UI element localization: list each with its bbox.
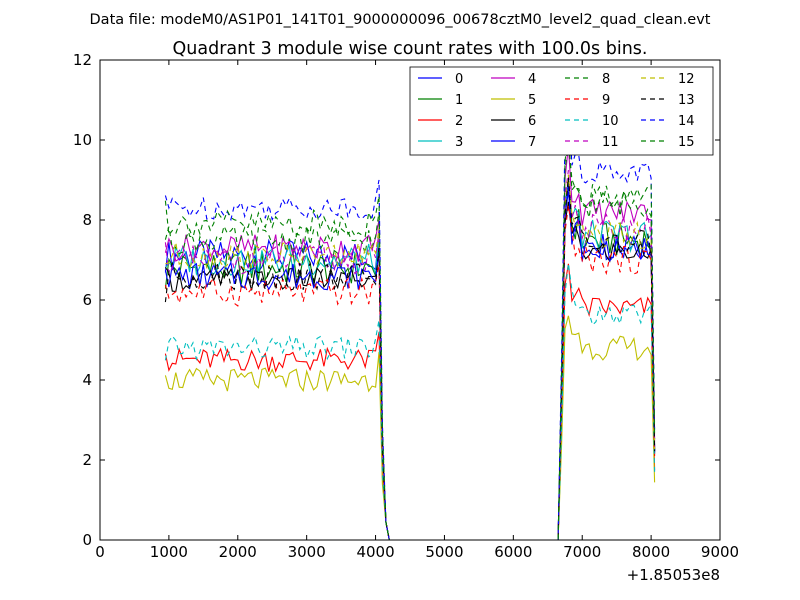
series-line-7	[164, 183, 656, 541]
x-axis: 0 1000 2000 3000 4000 5000 6000 7000 8000 9000	[95, 60, 739, 561]
legend-label-14: 14	[678, 114, 695, 129]
x-tick-label: 1000	[150, 543, 188, 561]
legend-label-7: 7	[528, 135, 536, 150]
series-line-15	[164, 130, 656, 541]
legend-label-6: 6	[528, 114, 536, 129]
legend-label-13: 13	[678, 93, 695, 108]
series-line-4	[164, 145, 656, 541]
x-tick-label: 3000	[288, 543, 326, 561]
figure-suptitle: Data file: modeM0/AS1P01_141T01_90000000…	[90, 12, 711, 28]
x-tick-label: 6000	[494, 543, 532, 561]
x-tick-label: 2000	[219, 543, 257, 561]
legend-label-9: 9	[602, 93, 610, 108]
legend-label-10: 10	[602, 114, 619, 129]
x-tick-label: 9000	[701, 543, 739, 561]
y-tick-label: 0	[82, 531, 92, 549]
legend-label-5: 5	[528, 93, 536, 108]
legend-label-3: 3	[455, 135, 463, 150]
series-line-9	[164, 205, 656, 541]
chart-title: Quadrant 3 module wise count rates with …	[173, 39, 648, 59]
y-tick-label: 4	[82, 371, 92, 389]
legend-label-11: 11	[602, 135, 619, 150]
x-tick-label: 8000	[632, 543, 670, 561]
legend-label-0: 0	[455, 72, 463, 87]
series-line-12	[165, 174, 656, 541]
series-line-10	[164, 263, 656, 541]
y-tick-label: 8	[82, 211, 92, 229]
legend-label-12: 12	[678, 72, 695, 87]
legend-label-15: 15	[678, 135, 695, 150]
y-tick-label: 2	[82, 451, 92, 469]
legend-label-1: 1	[455, 93, 463, 108]
legend-label-2: 2	[455, 114, 463, 129]
x-tick-label: 7000	[563, 543, 601, 561]
legend-label-4: 4	[528, 72, 536, 87]
series-line-13	[164, 177, 656, 541]
series-line-8	[164, 141, 656, 541]
legend-label-8: 8	[602, 72, 610, 87]
legend-frame	[409, 66, 714, 156]
x-tick-label: 0	[95, 543, 105, 561]
x-tick-label: 4000	[356, 543, 394, 561]
y-tick-label: 12	[73, 51, 92, 69]
y-tick-label: 10	[73, 131, 92, 149]
y-tick-label: 6	[82, 291, 92, 309]
x-tick-label: 5000	[425, 543, 463, 561]
series-lines	[164, 91, 656, 541]
series-line-5	[164, 315, 656, 541]
x-axis-offset-label: +1.85053e8	[627, 566, 720, 584]
series-line-11	[164, 170, 656, 541]
